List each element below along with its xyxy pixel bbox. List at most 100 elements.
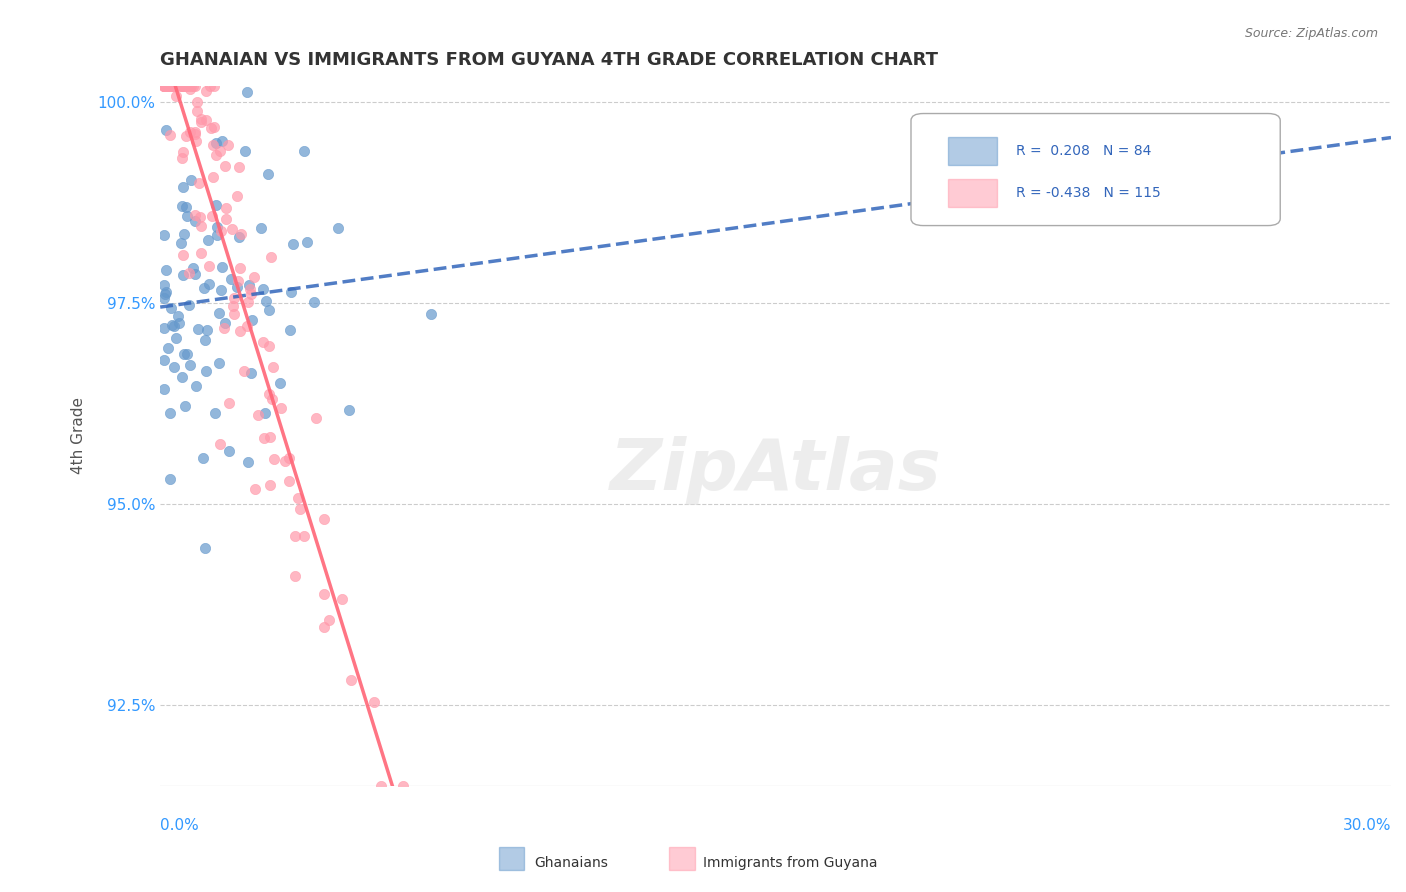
- Point: [254, 294, 277, 309]
- Point: [330, 592, 353, 607]
- Point: [172, 180, 194, 194]
- Point: [226, 274, 249, 288]
- Point: [194, 84, 217, 98]
- Point: [172, 78, 194, 93]
- Point: [174, 400, 197, 414]
- Point: [153, 78, 176, 93]
- Point: [240, 286, 263, 301]
- Text: Immigrants from Guyana: Immigrants from Guyana: [703, 855, 877, 870]
- Point: [186, 103, 208, 118]
- Point: [172, 78, 194, 93]
- Point: [236, 295, 259, 310]
- Point: [222, 299, 245, 313]
- Point: [179, 82, 201, 96]
- Text: GHANAIAN VS IMMIGRANTS FROM GUYANA 4TH GRADE CORRELATION CHART: GHANAIAN VS IMMIGRANTS FROM GUYANA 4TH G…: [160, 51, 938, 69]
- Point: [257, 387, 280, 401]
- Point: [280, 285, 302, 299]
- Point: [155, 286, 177, 301]
- Point: [153, 321, 176, 335]
- Point: [419, 307, 441, 321]
- Point: [221, 222, 243, 236]
- Point: [209, 144, 232, 158]
- Point: [238, 455, 260, 469]
- Point: [243, 482, 266, 496]
- Point: [156, 341, 179, 355]
- Point: [239, 282, 262, 296]
- Point: [259, 430, 281, 444]
- Point: [253, 431, 276, 445]
- Point: [153, 228, 176, 243]
- Point: [228, 161, 250, 175]
- Point: [229, 324, 252, 338]
- Point: [180, 173, 202, 187]
- Point: [209, 437, 232, 451]
- FancyBboxPatch shape: [499, 847, 524, 870]
- Point: [163, 318, 186, 333]
- Point: [247, 409, 270, 423]
- Point: [238, 278, 260, 293]
- Point: [183, 261, 205, 276]
- Point: [200, 209, 222, 223]
- Point: [163, 359, 186, 374]
- Point: [157, 78, 180, 93]
- Point: [312, 586, 335, 600]
- Point: [209, 283, 232, 297]
- Point: [184, 128, 207, 142]
- Point: [157, 78, 180, 93]
- Point: [314, 620, 336, 634]
- Point: [207, 219, 229, 234]
- Point: [180, 78, 202, 93]
- Point: [214, 159, 236, 173]
- Point: [269, 376, 291, 391]
- Point: [235, 85, 257, 99]
- Point: [186, 134, 208, 148]
- Point: [181, 78, 204, 93]
- Point: [186, 95, 208, 109]
- Point: [163, 78, 186, 93]
- Point: [318, 613, 340, 627]
- Point: [193, 281, 215, 295]
- Point: [177, 298, 200, 312]
- Point: [222, 307, 245, 321]
- Point: [202, 120, 225, 135]
- Point: [260, 392, 283, 407]
- Point: [198, 277, 221, 292]
- Point: [172, 369, 194, 384]
- Point: [170, 78, 193, 93]
- Point: [257, 302, 280, 317]
- Point: [190, 112, 212, 126]
- Point: [215, 201, 238, 215]
- Point: [155, 78, 177, 93]
- Point: [157, 78, 180, 93]
- Text: 30.0%: 30.0%: [1343, 818, 1391, 833]
- Point: [184, 78, 207, 93]
- Point: [240, 313, 263, 327]
- FancyBboxPatch shape: [911, 113, 1281, 226]
- Point: [211, 260, 233, 275]
- Point: [195, 323, 218, 337]
- Point: [363, 695, 385, 709]
- Point: [205, 136, 228, 151]
- Point: [297, 235, 319, 250]
- Point: [176, 200, 198, 214]
- Point: [170, 236, 193, 251]
- Point: [172, 145, 194, 159]
- Point: [211, 134, 233, 148]
- Point: [165, 78, 187, 93]
- Point: [170, 151, 193, 165]
- Point: [215, 211, 238, 226]
- Point: [274, 454, 297, 468]
- Point: [200, 78, 222, 93]
- Point: [243, 269, 266, 284]
- Point: [278, 474, 301, 488]
- Point: [257, 167, 280, 181]
- Point: [184, 378, 207, 392]
- Point: [197, 260, 219, 274]
- Point: [228, 229, 250, 244]
- Point: [204, 148, 226, 162]
- Point: [153, 352, 176, 367]
- Point: [190, 219, 212, 233]
- Point: [173, 268, 195, 283]
- Point: [176, 78, 198, 93]
- Point: [204, 406, 226, 420]
